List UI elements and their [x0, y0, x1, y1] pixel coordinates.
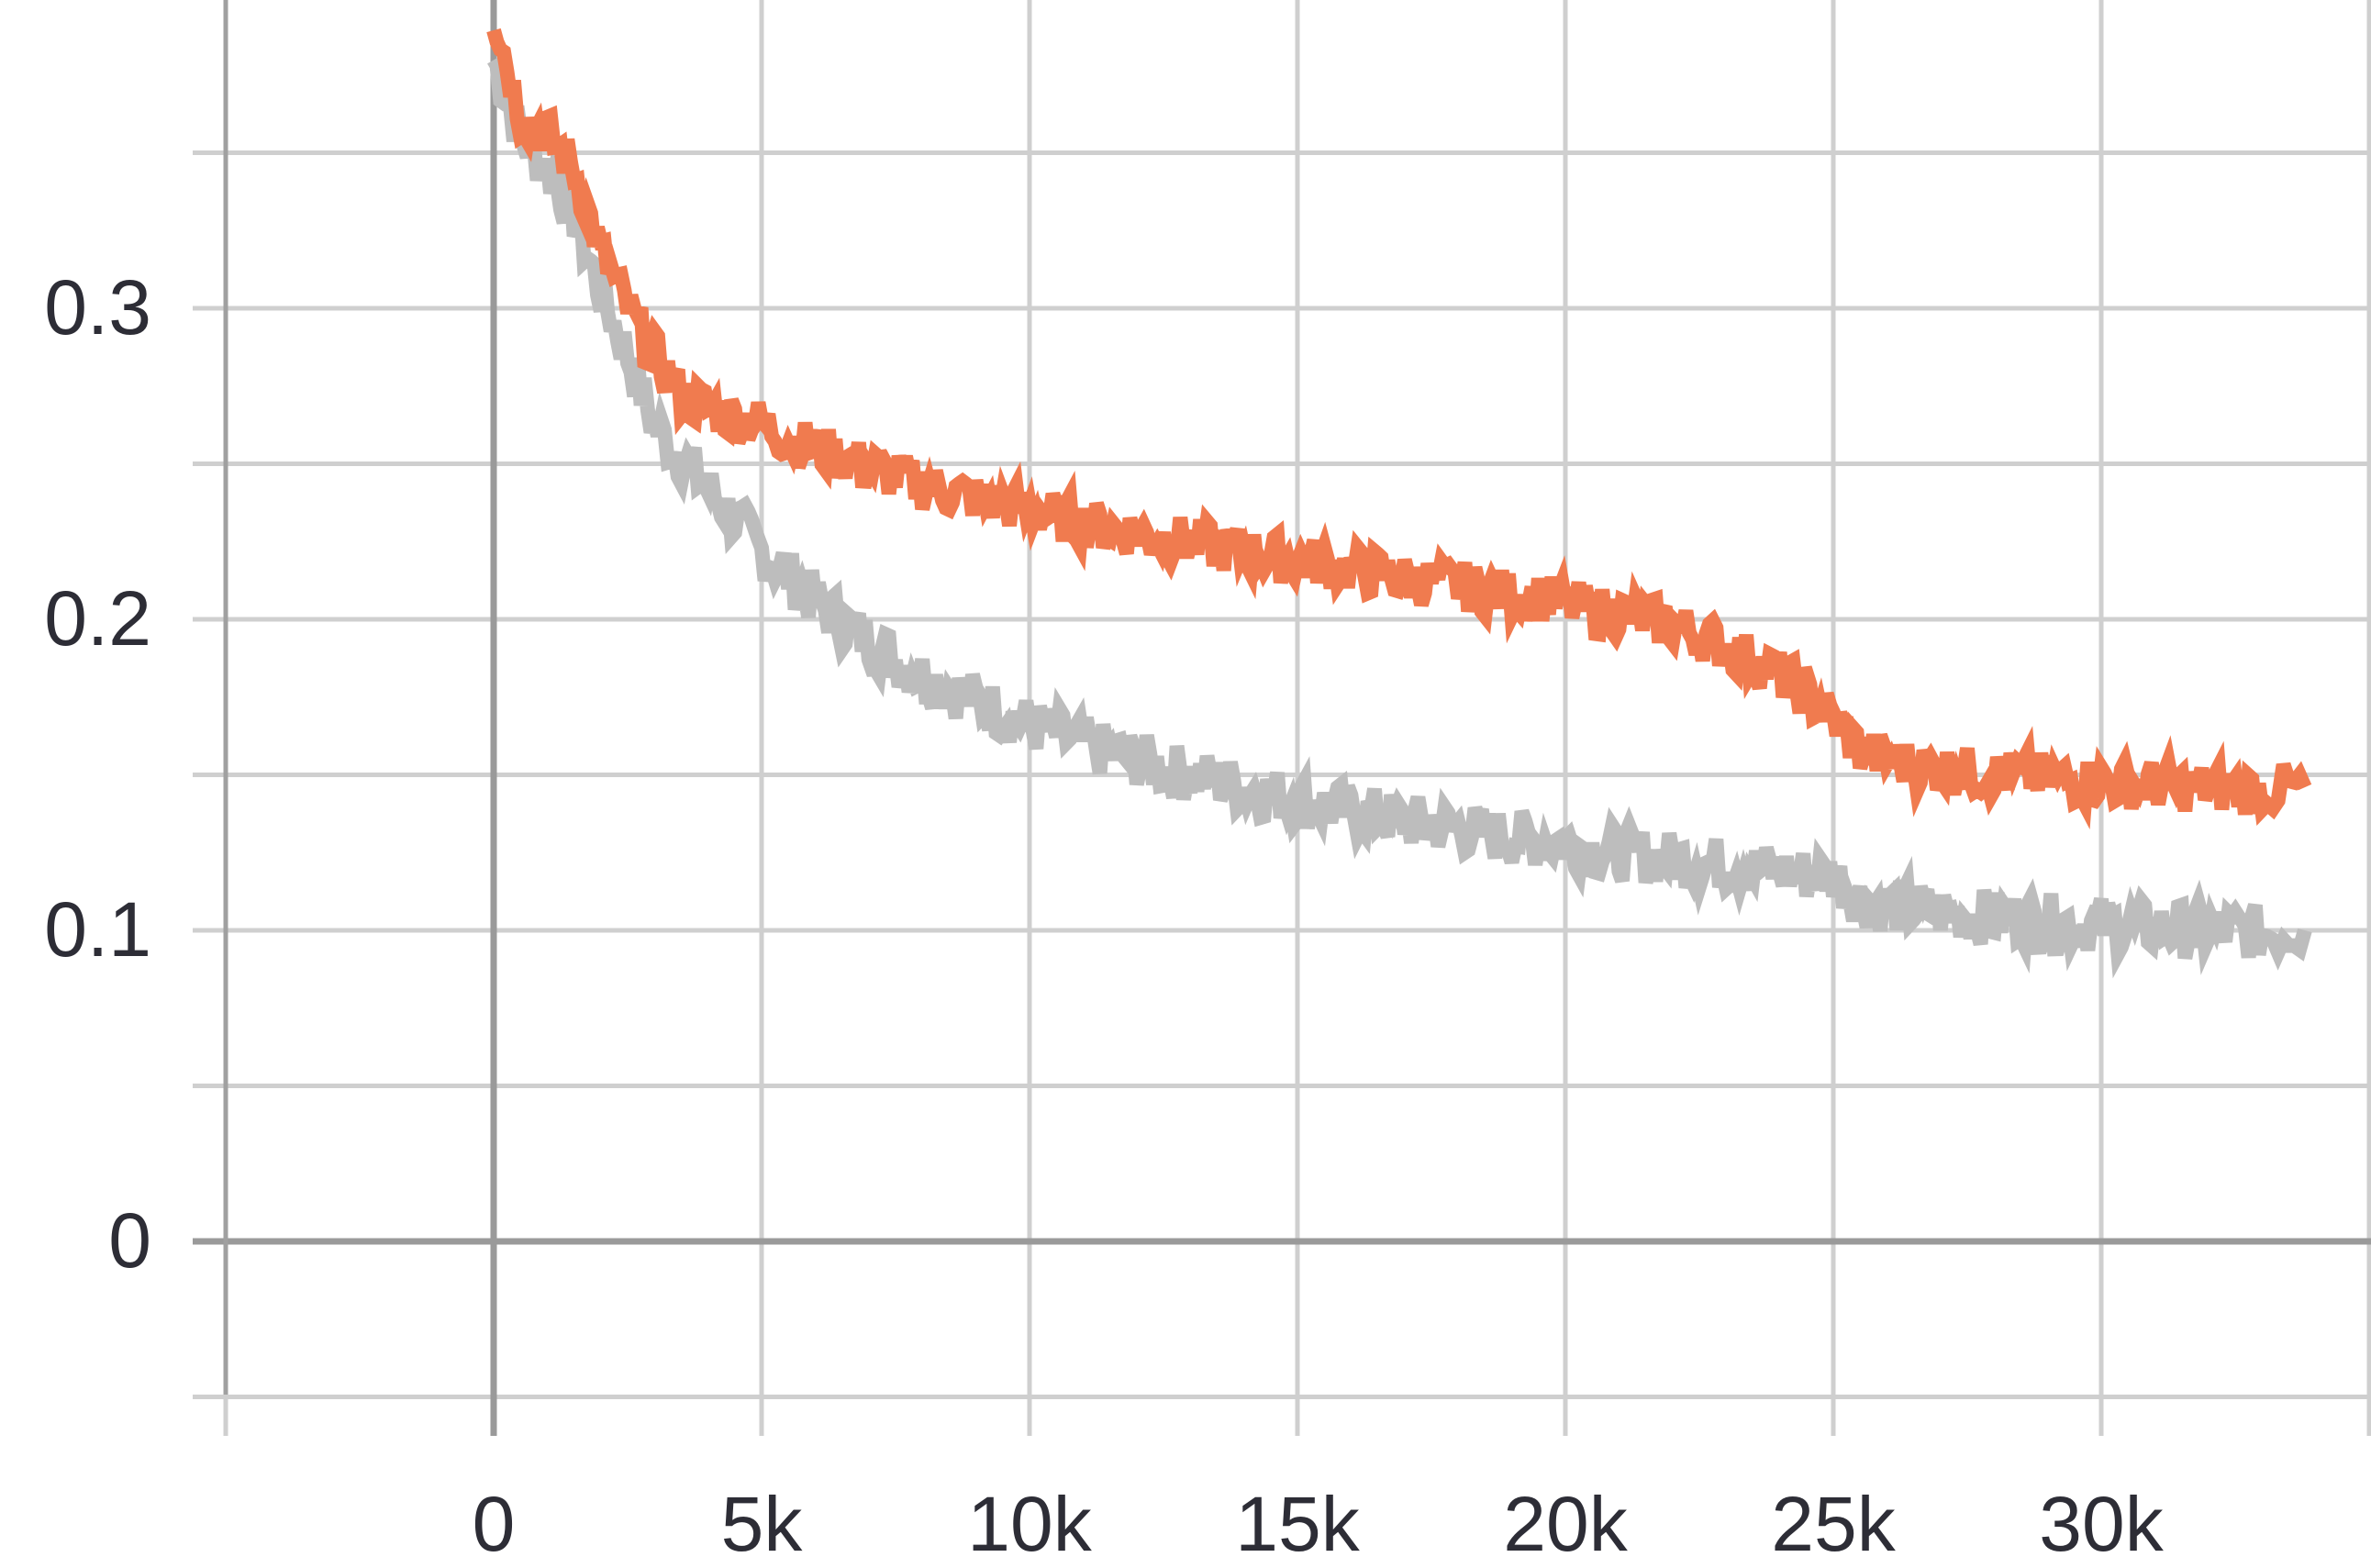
series-line-1	[487, 56, 2312, 979]
y-tick-label: 0.2	[44, 575, 151, 662]
x-tick-label: 30k	[2039, 1481, 2164, 1563]
y-tick-label: 0.1	[44, 886, 151, 973]
x-tick-label: 25k	[1771, 1481, 1896, 1563]
x-tick-label: 0	[473, 1481, 516, 1563]
x-tick-label: 20k	[1503, 1481, 1628, 1563]
grid-layer	[193, 0, 2371, 1436]
tick-label-layer: 0 0.1 0.2 0.3 0 5k 10k 15k 20k 25k 30k	[44, 264, 2164, 1567]
series-layer	[486, 28, 2312, 979]
axis-layer	[193, 0, 2371, 1436]
x-tick-label: 15k	[1235, 1481, 1360, 1563]
x-tick-label: 10k	[967, 1481, 1092, 1563]
y-tick-label: 0	[108, 1197, 151, 1284]
x-tick-label: 5k	[721, 1481, 804, 1563]
series-line-2	[486, 28, 2312, 829]
y-tick-label: 0.3	[44, 264, 151, 350]
